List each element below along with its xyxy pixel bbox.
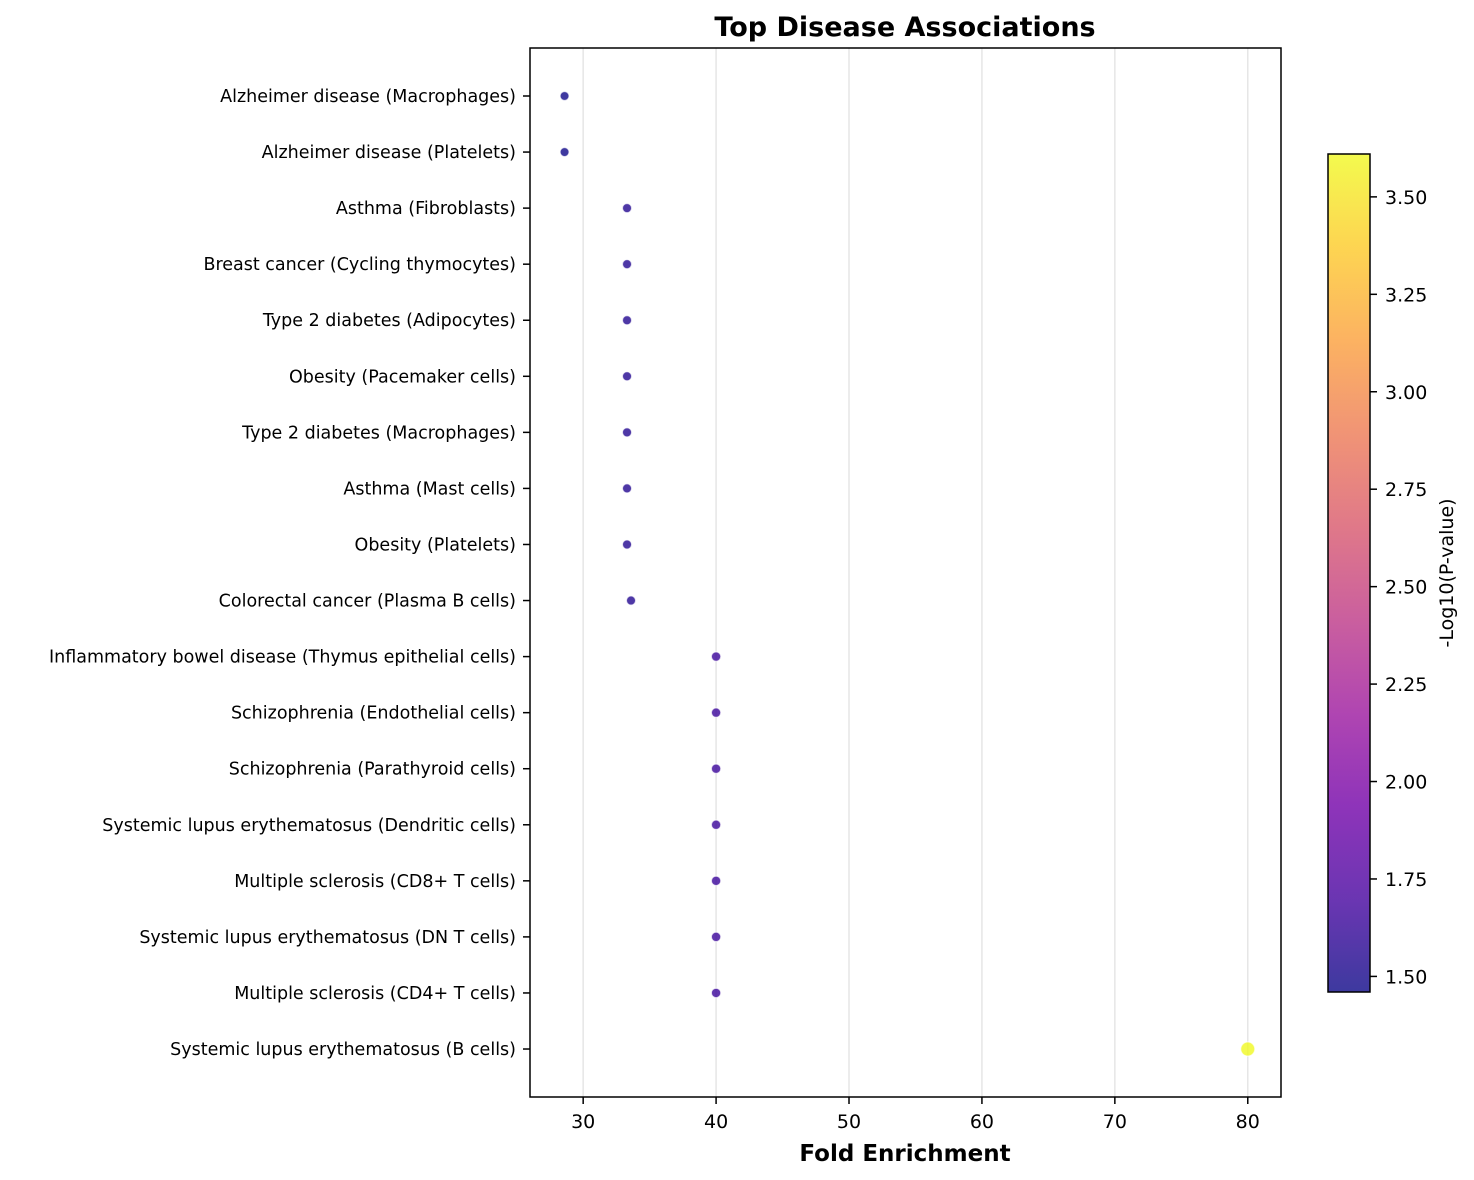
y-category-label: Schizophrenia (Parathyroid cells) (229, 760, 516, 780)
data-point (710, 987, 722, 999)
x-tick-label: 40 (704, 1111, 728, 1133)
colorbar-label: -Log10(P-value) (1436, 498, 1458, 647)
y-category-label: Alzheimer disease (Platelets) (262, 143, 516, 163)
colorbar-tick-label: 2.25 (1385, 674, 1427, 696)
data-point (710, 819, 722, 831)
data-point (710, 875, 722, 887)
y-category-label: Colorectal cancer (Plasma B cells) (219, 592, 516, 612)
colorbar-tick-label: 1.50 (1385, 966, 1427, 988)
y-category-label: Obesity (Platelets) (355, 535, 516, 555)
colorbar-tick-label: 1.75 (1385, 869, 1427, 891)
y-category-label: Asthma (Fibroblasts) (336, 199, 516, 219)
data-point (710, 651, 722, 662)
data-point (625, 595, 637, 606)
y-category-label: Alzheimer disease (Macrophages) (220, 87, 516, 107)
data-point (710, 707, 722, 718)
colorbar-tick-label: 3.00 (1385, 382, 1427, 404)
colorbar-ticks: 1.50 1.75 2.00 2.25 2.50 2.75 3.00 3.25 3.50 (1370, 187, 1427, 988)
colorbar-tick-label: 2.50 (1385, 577, 1427, 599)
data-point (559, 146, 570, 158)
colorbar (1327, 153, 1371, 993)
data-point (559, 90, 570, 102)
colorbar-tick-label: 3.50 (1385, 187, 1427, 209)
y-category-label: Inflammatory bowel disease (Thymus epith… (49, 648, 516, 668)
y-category-label: Schizophrenia (Endothelial cells) (231, 704, 516, 724)
colorbar-tick-label: 2.00 (1385, 772, 1427, 794)
data-point (1240, 1041, 1256, 1057)
y-category-label: Breast cancer (Cycling thymocytes) (203, 255, 516, 275)
y-category-label: Type 2 diabetes (Macrophages) (241, 423, 516, 443)
y-category-label: Multiple sclerosis (CD8+ T cells) (234, 872, 516, 892)
y-category-label: Multiple sclerosis (CD4+ T cells) (234, 984, 516, 1004)
data-point (710, 931, 722, 943)
x-tick-label: 60 (970, 1111, 994, 1133)
y-category-label: Systemic lupus erythematosus (Dendritic … (102, 816, 516, 836)
y-category-label: Systemic lupus erythematosus (B cells) (170, 1040, 516, 1060)
y-category-label: Systemic lupus erythematosus (DN T cells… (139, 928, 516, 948)
data-point (710, 763, 722, 775)
x-tick-label: 80 (1236, 1111, 1260, 1133)
data-point (621, 427, 633, 438)
x-axis-ticks: 30 40 50 60 70 80 (571, 1097, 1260, 1133)
data-point (621, 315, 633, 326)
x-axis-label: Fold Enrichment (799, 1141, 1010, 1167)
colorbar-tick-label: 3.25 (1385, 284, 1427, 306)
data-point (621, 371, 633, 382)
chart-title: Top Disease Associations (714, 12, 1095, 43)
data-point (621, 202, 633, 214)
plot-area-frame (529, 47, 1282, 1098)
y-category-label: Obesity (Pacemaker cells) (289, 367, 516, 387)
data-points (559, 90, 1256, 1057)
grid-lines (582, 48, 1249, 1097)
colorbar-tick-label: 2.75 (1385, 479, 1427, 501)
y-category-label: Type 2 diabetes (Adipocytes) (262, 311, 516, 331)
x-tick-label: 30 (571, 1111, 595, 1133)
data-point (621, 539, 633, 550)
data-point (621, 483, 633, 494)
y-category-label: Asthma (Mast cells) (343, 479, 516, 499)
y-axis-categories: Alzheimer disease (Macrophages) Alzheimer… (49, 87, 530, 1060)
data-point (621, 258, 633, 270)
x-tick-label: 70 (1103, 1111, 1127, 1133)
x-tick-label: 50 (837, 1111, 861, 1133)
